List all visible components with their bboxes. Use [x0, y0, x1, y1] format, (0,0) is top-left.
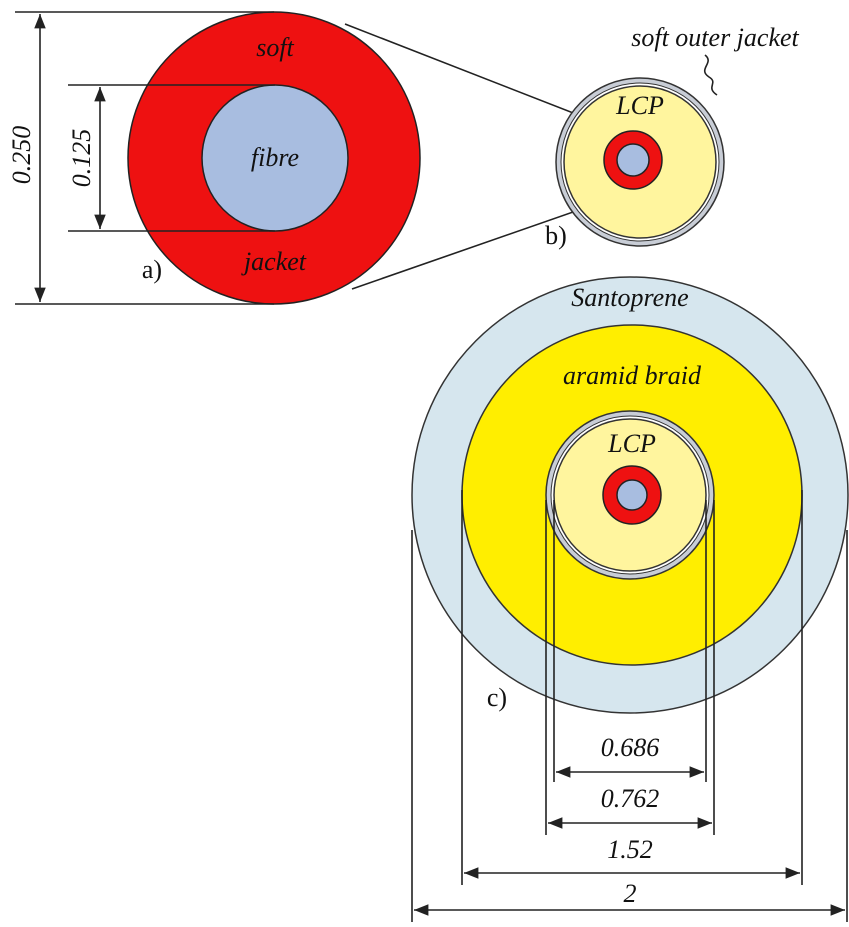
layer-label: LCP	[607, 429, 656, 458]
layer-label: LCP	[615, 91, 664, 120]
panel-b: soft outer jacket LCP b)	[545, 23, 799, 250]
panel-c: Santoprene aramid braid LCP c) 0.686 0.7…	[411, 276, 849, 922]
dimension-label: 0.762	[601, 784, 660, 813]
panel-label: a)	[142, 255, 162, 284]
panel-a: 0.250 0.125 soft fibre jacket a)	[7, 11, 421, 305]
dimension-label: 1.52	[607, 835, 653, 864]
layer-label: Santoprene	[571, 283, 688, 312]
panel-label: b)	[545, 221, 567, 250]
fibre-core	[616, 143, 650, 177]
dimension-label: 0.125	[67, 129, 96, 188]
panel-label: c)	[487, 683, 507, 712]
callout-line	[703, 54, 718, 96]
layer-label: soft	[256, 33, 294, 62]
dimension-label: 0.250	[7, 126, 36, 185]
layer-label: aramid braid	[563, 361, 702, 390]
dimension-label: 0.686	[601, 733, 660, 762]
fibre-core	[616, 479, 648, 511]
callout-label: soft outer jacket	[631, 23, 799, 52]
layer-label: fibre	[251, 143, 299, 172]
dimension-label: 2	[624, 879, 637, 908]
layer-label: jacket	[241, 247, 307, 276]
